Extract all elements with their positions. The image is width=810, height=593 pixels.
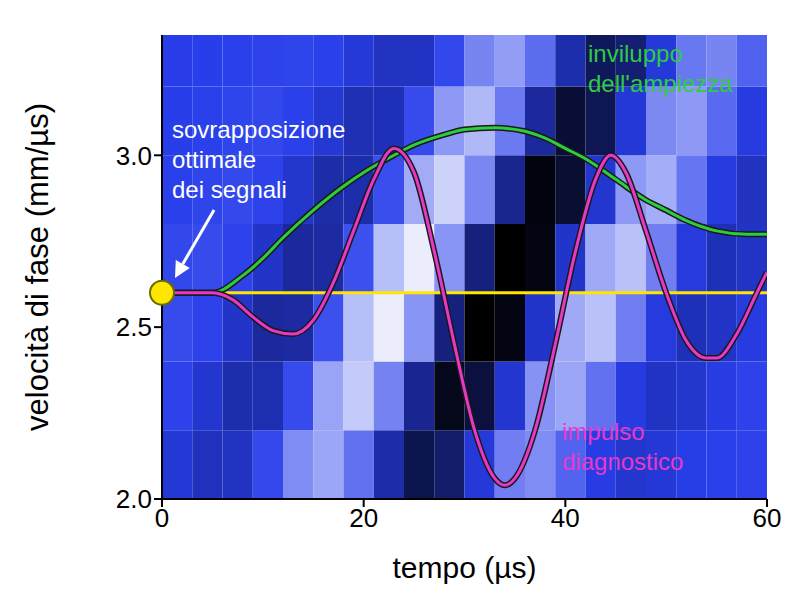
svg-text:2.5: 2.5	[116, 312, 152, 342]
svg-text:inviluppo: inviluppo	[588, 40, 683, 67]
svg-text:dell'ampiezza: dell'ampiezza	[588, 70, 733, 97]
svg-text:ottimale: ottimale	[172, 146, 256, 173]
svg-text:40: 40	[551, 503, 580, 533]
svg-text:0: 0	[155, 503, 169, 533]
svg-text:3.0: 3.0	[116, 141, 152, 171]
svg-text:dei segnali: dei segnali	[172, 176, 287, 203]
svg-text:2.0: 2.0	[116, 484, 152, 514]
svg-text:tempo (µs): tempo (µs)	[393, 551, 537, 584]
svg-text:diagnostico: diagnostico	[562, 448, 683, 475]
svg-text:velocità di fase (mm/µs): velocità di fase (mm/µs)	[20, 103, 55, 431]
svg-text:impulso: impulso	[562, 418, 645, 445]
svg-text:60: 60	[753, 503, 782, 533]
svg-text:20: 20	[349, 503, 378, 533]
svg-text:sovrapposizione: sovrapposizione	[172, 116, 345, 143]
